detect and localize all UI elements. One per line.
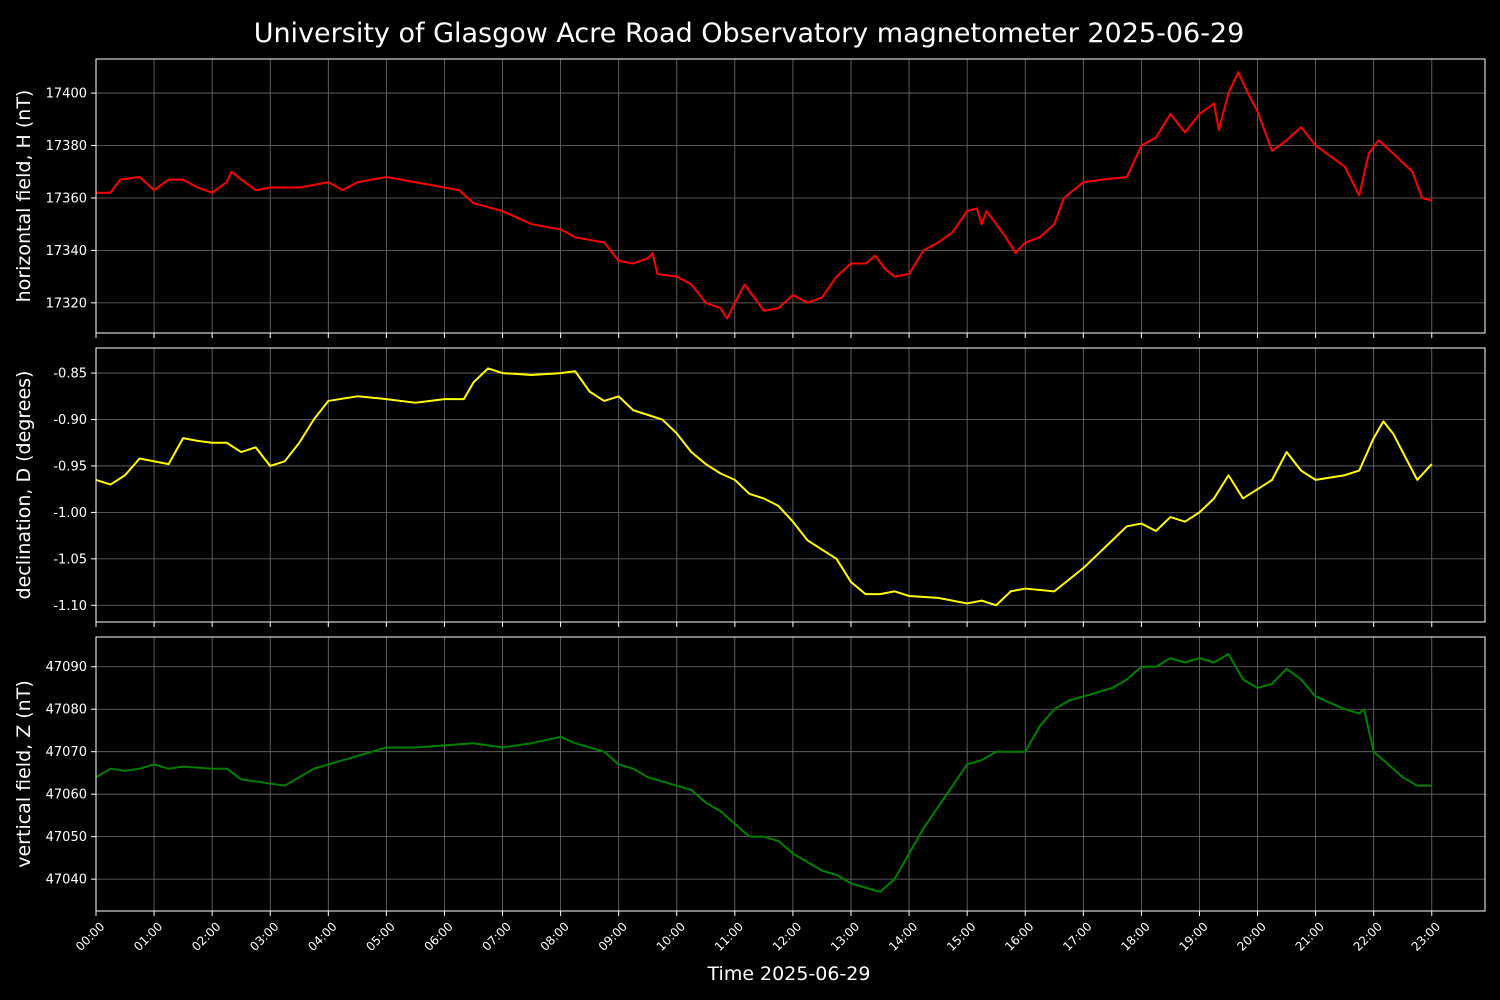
y-axis-label: vertical field, Z (nT) <box>13 680 35 868</box>
y-tick-label: 17400 <box>46 87 87 102</box>
y-axis-label: declination, D (degrees) <box>13 371 35 600</box>
panel-0: 17320 17340 17360 17380 17400 horizontal fiel… <box>13 58 1486 338</box>
y-axis-label: horizontal field, H (nT) <box>13 90 35 303</box>
panel-frame <box>95 347 1486 623</box>
panel-2: 47040 47050 47060 47070 47080 47090 vertical f… <box>13 636 1486 916</box>
panel-1: -1.10 -1.05 -1.00 -0.95 -0.90 -0.85 declinatio… <box>13 347 1486 627</box>
y-tick-label: 47040 <box>46 873 87 888</box>
y-tick-label: 47060 <box>46 788 87 803</box>
series-line-1 <box>95 367 1433 607</box>
y-tick-label: -0.90 <box>53 413 87 428</box>
y-tick-label: -1.00 <box>53 506 87 521</box>
y-tick-label: 47090 <box>46 660 87 675</box>
y-tick-label: -0.85 <box>53 367 87 382</box>
panel-frame <box>95 636 1486 912</box>
y-tick-label: -1.10 <box>53 599 87 614</box>
series-line-0 <box>96 71 1433 320</box>
series-line-2 <box>95 652 1432 893</box>
y-tick-label: 47050 <box>46 830 87 845</box>
y-tick-label: -0.95 <box>53 459 87 474</box>
y-tick-label: 17360 <box>46 191 87 206</box>
x-axis-label: Time 2025-06-29 <box>707 963 871 985</box>
y-tick-label: 47080 <box>46 703 87 718</box>
y-tick-label: -1.05 <box>53 552 87 567</box>
y-tick-label: 47070 <box>46 745 87 760</box>
y-tick-label: 17380 <box>46 139 87 154</box>
y-tick-label: 17320 <box>46 296 87 311</box>
y-tick-label: 17340 <box>46 244 87 259</box>
panel-frame <box>95 58 1486 334</box>
chart-title: University of Glasgow Acre Road Observat… <box>254 18 1245 49</box>
